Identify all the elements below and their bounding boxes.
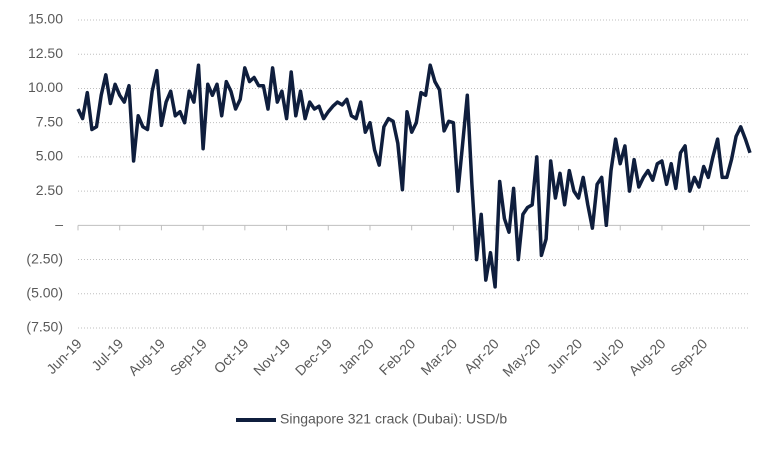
y-tick-label: 15.00 — [28, 11, 63, 27]
y-tick-label: – — [55, 216, 63, 232]
x-tick-label: Jun-19 — [43, 335, 85, 377]
y-tick-label: (5.00) — [26, 284, 63, 300]
y-tick-label: 12.50 — [28, 45, 63, 61]
x-tick-label: Jul-19 — [88, 335, 126, 373]
x-tick-label: Dec-19 — [292, 335, 335, 378]
x-tick-label: Jan-20 — [335, 335, 377, 377]
x-tick-label: Jul-20 — [589, 335, 627, 373]
x-tick-label: Oct-19 — [211, 335, 252, 376]
y-tick-label: 5.00 — [36, 148, 63, 164]
y-tick-label: 10.00 — [28, 79, 63, 95]
x-tick-label: Aug-19 — [125, 335, 168, 378]
x-tick-label: Jun-20 — [544, 335, 586, 377]
x-tick-label: Feb-20 — [376, 335, 419, 378]
x-tick-label: Mar-20 — [417, 335, 460, 378]
y-tick-label: 2.50 — [36, 182, 63, 198]
x-tick-label: Nov-19 — [250, 335, 293, 378]
legend-label: Singapore 321 crack (Dubai): USD/b — [280, 411, 507, 427]
x-tick-label: Apr-20 — [461, 335, 502, 376]
y-tick-label: 7.50 — [36, 113, 63, 129]
x-tick-label: Aug-20 — [625, 335, 668, 378]
series-line — [76, 63, 752, 289]
y-tick-label: (2.50) — [26, 250, 63, 266]
x-tick-label: May-20 — [499, 335, 543, 379]
y-tick-label: (7.50) — [26, 319, 63, 335]
x-tick-label: Sep-19 — [167, 335, 210, 378]
x-tick-label: Sep-20 — [667, 335, 710, 378]
